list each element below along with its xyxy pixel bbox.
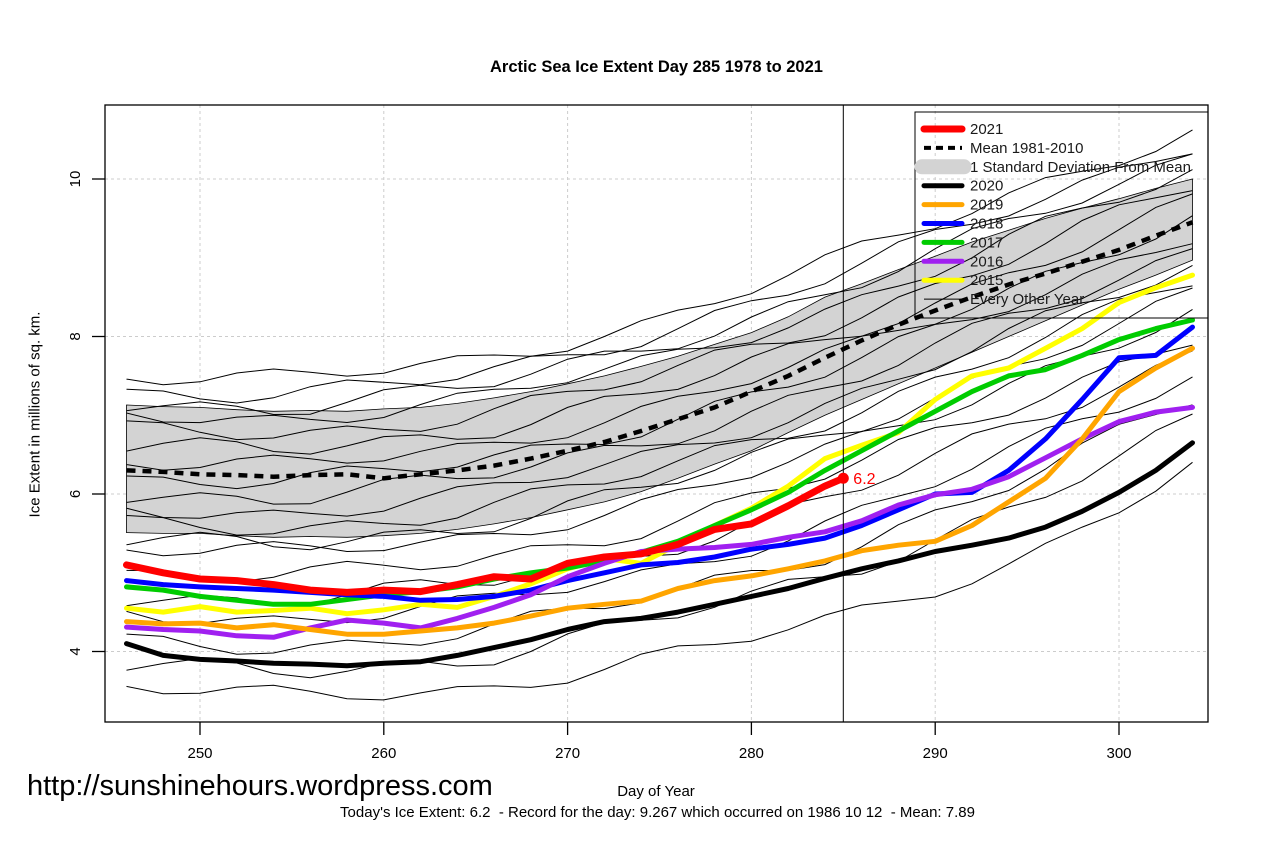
legend-label-2019: 2019 [970, 197, 1003, 214]
every-other-year-line [126, 153, 1193, 416]
every-other-year-line [126, 193, 1193, 455]
y-tick-label-4: 4 [67, 647, 84, 655]
annotation-label: 6.2 [853, 471, 875, 488]
series-line-2021 [123, 474, 847, 596]
every-other-year-line [126, 308, 1193, 557]
every-other-year-line [126, 248, 1193, 505]
legend-label-2018: 2018 [970, 216, 1003, 233]
legend-label-2017: 2017 [970, 234, 1003, 251]
legend-label-1-standard-deviation-from-mean: 1 Standard Deviation From Mean [970, 159, 1191, 176]
legend-box [914, 111, 1209, 319]
x-tick-label-280: 280 [739, 745, 764, 762]
x-tick-label-250: 250 [187, 745, 212, 762]
x-tick-label-300: 300 [1106, 745, 1131, 762]
every-other-year-line [126, 129, 1193, 386]
legend-label-2020: 2020 [970, 178, 1003, 195]
legend-label-2021: 2021 [970, 121, 1003, 138]
y-tick-label-8: 8 [67, 332, 84, 340]
x-tick-label-260: 260 [371, 745, 396, 762]
y-tick-label-6: 6 [67, 490, 84, 498]
y-axis-label: Ice Extent in millions of sq. km. [26, 311, 44, 518]
footer-caption: Today's Ice Extent: 6.2 - Record for the… [340, 804, 975, 821]
every-other-year-line [126, 376, 1193, 625]
every-other-year-line [126, 461, 1193, 701]
every-other-year-line [126, 153, 1193, 404]
every-other-year-line [126, 413, 1193, 679]
plot-border [104, 104, 1209, 723]
every-other-year-line [126, 344, 1193, 583]
legend-label-2016: 2016 [970, 253, 1003, 270]
legend-label-every-other-year: Every Other Year [970, 291, 1084, 308]
every-other-year-line [126, 215, 1193, 471]
y-tick-label-10: 10 [67, 171, 84, 188]
data-layer [123, 129, 1195, 701]
series-line-2015 [124, 272, 1195, 617]
every-other-year-line [126, 264, 1193, 519]
std-dev-band [126, 178, 1193, 538]
footer-url: http://sunshinehours.wordpress.com [27, 770, 493, 802]
every-other-year-line [126, 190, 1193, 441]
mean-line [126, 220, 1194, 481]
series-line-2020 [124, 440, 1195, 669]
chart-title: Arctic Sea Ice Extent Day 285 1978 to 20… [490, 58, 823, 76]
every-other-year-line [126, 285, 1193, 536]
series-line-2019 [124, 345, 1195, 637]
annotation-dot [837, 472, 849, 484]
x-axis-label: Day of Year [617, 783, 695, 800]
every-other-year-line [126, 169, 1193, 424]
legend-label-mean-1981-2010: Mean 1981-2010 [970, 140, 1083, 157]
legend-label-2015: 2015 [970, 272, 1003, 289]
x-tick-label-270: 270 [555, 745, 580, 762]
x-tick-label-290: 290 [923, 745, 948, 762]
